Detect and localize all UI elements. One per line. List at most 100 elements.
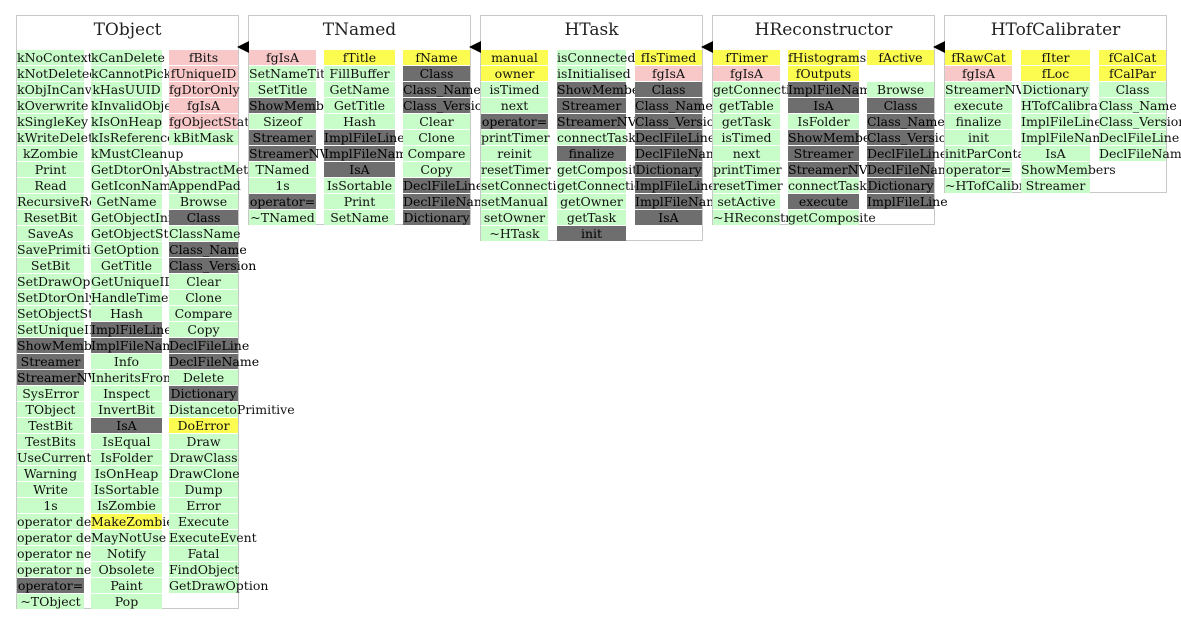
member-implfileline: ImplFileLine [91, 322, 172, 337]
member-clear: Clear [403, 114, 470, 129]
class-title: HTask [564, 20, 619, 40]
member-spacer [867, 66, 934, 81]
member-fbits: fBits [169, 50, 238, 65]
member-sizeof: Sizeof [249, 114, 316, 129]
member-hreconstructor: ~HReconstructor [713, 210, 825, 225]
member-copy: Copy [403, 162, 470, 177]
member-setname: SetName [324, 210, 395, 225]
member-getdtoronly: GetDtorOnly [91, 162, 172, 177]
member-findobject: FindObject [169, 562, 240, 577]
member-column: fRawCat fgIsA StreamerNVirtual execute final… [945, 50, 1059, 194]
member-streamer: Streamer [1021, 178, 1090, 193]
member-class: Class [1099, 82, 1166, 97]
member-fistimed: fIsTimed [635, 50, 702, 65]
member-ftimer: fTimer [713, 50, 780, 65]
member-kobjincanvas: kObjInCanvas [17, 82, 106, 97]
member-showmembers: ShowMembers [1021, 162, 1116, 177]
member-declfileline: DeclFileLine [169, 338, 250, 353]
member-fcalpar: fCalPar [1099, 66, 1166, 81]
member-fname: fName [403, 50, 470, 65]
member-resettimer: resetTimer [481, 162, 551, 177]
member-knotdeleted: kNotDeleted [17, 66, 98, 81]
member-factive: fActive [867, 50, 934, 65]
member-printtimer: printTimer [481, 130, 550, 145]
member-column: fTitle FillBuffer GetName GetTitle Hash ImplF… [324, 50, 415, 226]
member-next: next [481, 98, 548, 113]
member-column: fTimer fgIsA getConnections getTable getTask… [713, 50, 825, 226]
member-getcomposite: getComposite [557, 162, 645, 177]
member-kcannotpick: kCannotPick [91, 66, 172, 81]
member-fcalcat: fCalCat [1099, 50, 1166, 65]
member-streamernvirtual: StreamerNVirtual [945, 82, 1059, 97]
member-operator-delete: operator delete[] [17, 530, 125, 545]
member-class-version: Class_Version [403, 98, 491, 113]
member-streamer: Streamer [17, 354, 84, 369]
member-resettimer: resetTimer [713, 178, 783, 193]
member-setuniqueid: SetUniqueID [17, 322, 99, 337]
member-copy: Copy [169, 322, 238, 337]
member-hash: Hash [91, 306, 162, 321]
member-makezombie: MakeZombie [91, 514, 174, 529]
member-getoption: GetOption [91, 242, 162, 257]
member-implfileline: ImplFileLine [1021, 114, 1102, 129]
member-getdrawoption: GetDrawOption [169, 578, 269, 593]
member-1s: 1s [249, 178, 316, 193]
class-box-hreconstructor: HReconstructor fTimer fgIsA getConnections g… [712, 15, 957, 226]
member-notify: Notify [91, 546, 162, 561]
member-isinitialised: isInitialised [557, 66, 631, 81]
member-inheritsfrom: InheritsFrom [91, 370, 175, 385]
member-foutputs: fOutputs [788, 66, 859, 81]
member-htask: ~HTask [481, 226, 548, 241]
member-streamernvirtual: StreamerNVirtual [788, 162, 902, 177]
member-declfilename: DeclFileName [1099, 146, 1181, 161]
member-isequal: IsEqual [91, 434, 162, 449]
member-execute: execute [788, 194, 859, 209]
member-class-name: Class_Name [635, 98, 713, 113]
member-operator: operator= [17, 578, 84, 593]
member-class: Class [635, 82, 702, 97]
member-executeevent: ExecuteEvent [169, 530, 257, 545]
member-compare: Compare [169, 306, 238, 321]
member-tobject: TObject [17, 402, 84, 417]
member-dictionary: Dictionary [867, 178, 934, 193]
member-issortable: IsSortable [91, 482, 162, 497]
member-kisonheap: kIsOnHeap [91, 114, 162, 129]
member-dictionary: Dictionary [169, 386, 238, 401]
member-implfileline: ImplFileLine [867, 194, 948, 209]
class-box-htask: HTask manual owner isTimed next operator= prin… [480, 15, 726, 242]
member-write: Write [17, 482, 84, 497]
member-fgisa: fgIsA [713, 66, 780, 81]
member-streamer: Streamer [788, 146, 859, 161]
member-invertbit: InvertBit [91, 402, 162, 417]
member-print: Print [17, 162, 84, 177]
member-column: fIsTimed fgIsA Class Class_Name Class_Versio… [635, 50, 726, 226]
member-class: Class [403, 66, 470, 81]
member-execute: Execute [169, 514, 238, 529]
member-fgdtoronly: fgDtorOnly [169, 82, 240, 97]
member-streamernvirtual: StreamerNVirtual [249, 146, 363, 161]
member-settitle: SetTitle [249, 82, 316, 97]
member-declfileline: DeclFileLine [403, 178, 484, 193]
member-kzombie: kZombie [17, 146, 84, 161]
member-getobjectstat: GetObjectStat [91, 226, 182, 241]
member-declfileline: DeclFileLine [1099, 130, 1180, 145]
member-setdtoronly: SetDtorOnly [17, 290, 96, 305]
member-fillbuffer: FillBuffer [324, 66, 395, 81]
member-inspect: Inspect [91, 386, 162, 401]
member-column: fHistograms fOutputs ImplFileName IsA IsFold… [788, 50, 902, 226]
member-operator-delete: operator delete [17, 514, 116, 529]
member-declfilename: DeclFileName [169, 354, 260, 369]
member-doerror: DoError [169, 418, 238, 433]
member-column: manual owner isTimed next operator= printTime… [481, 50, 578, 242]
member-kinvalidobject: kInvalidObject [91, 98, 184, 113]
member-setdrawoption: SetDrawOption [17, 274, 115, 289]
member-khasuuid: kHasUUID [91, 82, 162, 97]
member-column: isConnected isInitialised ShowMembers Strea… [557, 50, 671, 242]
member-tobject: ~TObject [17, 594, 84, 609]
member-classname: ClassName [169, 226, 241, 241]
member-testbit: TestBit [17, 418, 84, 433]
member-drawclass: DrawClass [169, 450, 238, 465]
member-class-version: Class_Version [169, 258, 257, 273]
member-koverwrite: kOverwrite [17, 98, 89, 113]
member-operator: operator= [249, 194, 316, 209]
